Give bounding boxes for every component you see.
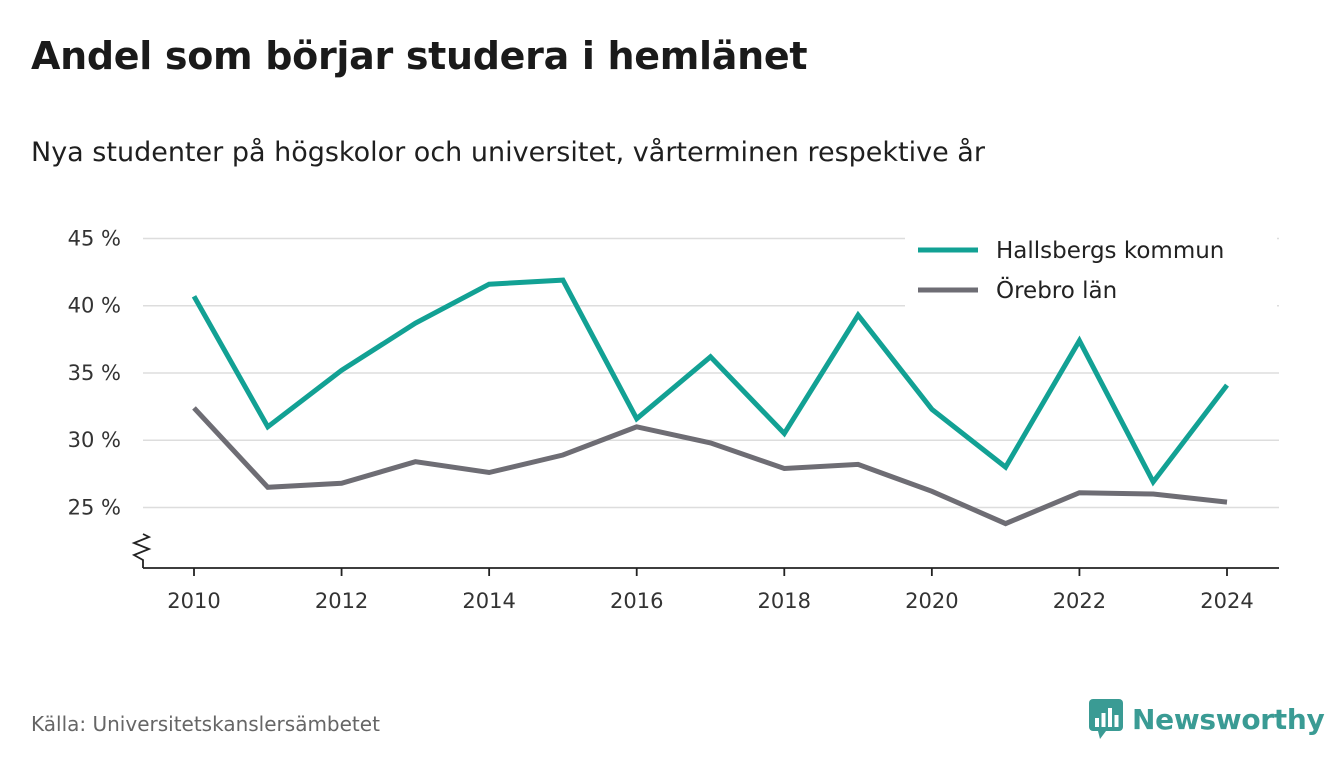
brand-name: Newsworthy <box>1132 702 1325 736</box>
y-tick-label: 45 % <box>68 226 121 250</box>
series-line-hallsberg <box>191 277 1229 487</box>
x-tick-label: 2014 <box>462 589 515 613</box>
legend-item-orebro-label: Örebro län <box>996 276 1117 304</box>
source-note: Källa: Universitetskanslersämbetet <box>31 712 380 736</box>
series-lines <box>191 277 1229 527</box>
y-tick-label: 25 % <box>68 495 121 519</box>
y-axis-break <box>131 533 152 568</box>
series-line-orebro <box>192 406 1228 527</box>
legend-background <box>905 228 1277 314</box>
page-title: Andel som börjar studera i hemlänet <box>31 34 808 78</box>
y-axis-ticks: 25 % 30 % 35 % 40 % 45 % <box>68 226 121 519</box>
newsworthy-bar-chart-icon <box>1089 699 1123 739</box>
x-tick-label: 2018 <box>758 589 811 613</box>
page-subtitle: Nya studenter på högskolor och universit… <box>31 137 985 168</box>
y-tick-label: 30 % <box>68 428 121 452</box>
x-tick-label: 2012 <box>315 589 368 613</box>
x-tick-label: 2020 <box>905 589 958 613</box>
legend-item-hallsberg-label: Hallsbergs kommun <box>996 238 1224 264</box>
x-tick-label: 2016 <box>610 589 663 613</box>
y-tick-label: 35 % <box>68 361 121 385</box>
axes <box>131 533 1279 569</box>
x-tick-label: 2022 <box>1053 589 1106 613</box>
legend: Hallsbergs kommun Örebro län <box>905 228 1277 314</box>
x-tick-label: 2010 <box>167 589 220 613</box>
brand[interactable]: Newsworthy <box>1088 698 1325 740</box>
y-tick-label: 40 % <box>68 294 121 318</box>
x-tick-label: 2024 <box>1200 589 1253 613</box>
x-axis-ticks: 2010 2012 2014 2016 2018 2020 2022 2024 <box>167 568 1254 613</box>
